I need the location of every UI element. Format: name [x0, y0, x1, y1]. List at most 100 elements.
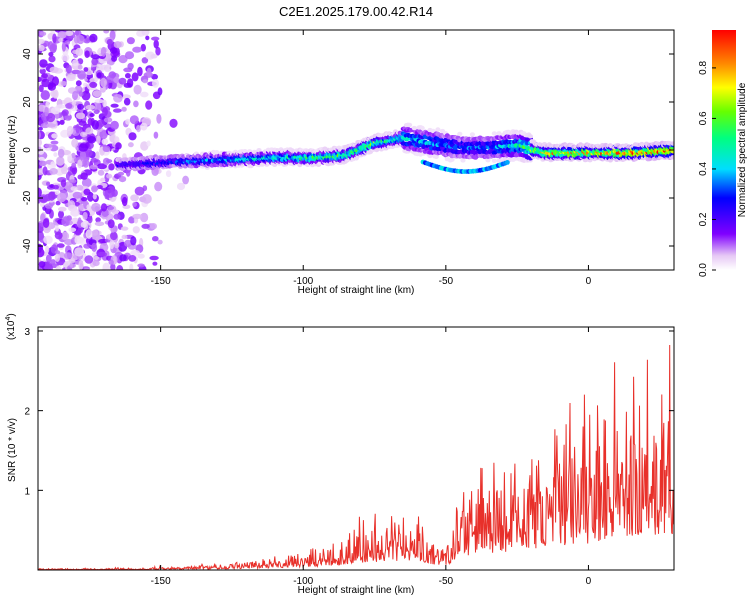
noise-cell: [38, 156, 45, 162]
noise-cell: [38, 194, 49, 204]
noise-cell: [81, 178, 92, 188]
noise-cell: [61, 53, 70, 62]
noise-cell: [119, 254, 127, 262]
noise-cell: [61, 216, 70, 227]
noise-cell: [137, 253, 145, 259]
noise-cell: [71, 162, 77, 168]
noise-cell: [83, 267, 90, 270]
noise-cell: [39, 31, 47, 36]
noise-cell: [132, 202, 138, 207]
spectrogram-panel: -150 -100 -50 0 -40 -20 0 20 40 Height of strai…: [7, 29, 675, 296]
noise-cell: [118, 77, 127, 85]
noise-cell: [100, 46, 107, 57]
noise-cell: [71, 100, 77, 106]
noise-cell: [69, 263, 76, 268]
noise-cell: [110, 231, 118, 241]
noise-cell: [49, 66, 59, 74]
noise-cell: [43, 261, 53, 270]
noise-cell: [133, 84, 142, 95]
snr-x-ticks: -150 -100 -50 0: [151, 327, 592, 587]
ridge-cell: [457, 131, 463, 137]
noise-cell: [38, 113, 42, 119]
noise-cell: [38, 166, 44, 176]
ridge-cell: [491, 158, 497, 163]
spectrogram-y-label: Frequency (Hz): [7, 116, 18, 185]
noise-cell: [68, 191, 74, 199]
noise-cell: [58, 210, 64, 219]
noise-cell: [72, 59, 79, 67]
noise-cell: [66, 74, 76, 82]
noise-cell: [101, 138, 109, 145]
ridge-cell: [411, 125, 417, 131]
noise-cell: [76, 86, 82, 91]
snr-panel: -150 -100 -50 0 1 2 3 Height of straight line…: [5, 313, 675, 596]
noise-cell: [99, 129, 108, 140]
noise-cell: [58, 37, 64, 43]
noise-cell: [129, 115, 139, 125]
noise-cell: [87, 216, 93, 224]
scale-exponent: 4: [5, 317, 12, 321]
noise-cell: [71, 138, 79, 148]
y-tick-label: 3: [24, 327, 30, 338]
noise-cell: [113, 77, 120, 84]
noise-cell: [106, 74, 115, 83]
noise-cell: [157, 87, 163, 96]
noise-cell: [38, 130, 41, 140]
ridge-branch-cell: [505, 160, 510, 165]
noise-cell: [45, 101, 50, 108]
noise-cell: [95, 151, 100, 160]
noise-cell: [46, 123, 56, 128]
snr-y-label: SNR (10 * v/v): [7, 418, 18, 482]
noise-cell: [44, 203, 54, 209]
noise-cell: [55, 156, 65, 166]
noise-cell: [118, 176, 127, 183]
noise-cell: [97, 251, 107, 257]
noise-cell: [72, 90, 78, 101]
noise-cell: [109, 133, 116, 143]
scale-prefix: (x10: [6, 320, 17, 340]
noise-cell: [75, 123, 80, 134]
noise-cell: [83, 82, 88, 88]
y-tick-label: 40: [22, 48, 33, 60]
noise-cell: [60, 179, 67, 188]
noise-cell: [128, 255, 137, 262]
ridge-cell: [527, 134, 534, 139]
noise-cell: [103, 117, 113, 123]
noise-cell: [126, 37, 135, 45]
noise-cell: [182, 175, 190, 185]
noise-cell: [140, 122, 148, 131]
noise-cell: [121, 196, 128, 207]
noise-cell: [155, 46, 161, 56]
noise-cell: [48, 55, 56, 63]
colorbar-tick-label: 0.4: [698, 162, 709, 176]
noise-cell: [70, 208, 80, 217]
noise-cell: [100, 64, 109, 70]
noise-cell: [77, 58, 84, 65]
noise-cell: [90, 157, 99, 163]
figure-title: C2E1.2025.179.00.42.R14: [279, 4, 433, 19]
noise-cell: [140, 212, 149, 223]
noise-cell: [107, 219, 115, 229]
colorbar-tick-label: 0.2: [698, 212, 709, 226]
noise-cell: [152, 261, 158, 266]
noise-cell: [113, 213, 121, 220]
noise-cell: [113, 108, 122, 113]
x-tick-label: -150: [151, 576, 171, 587]
noise-cell: [52, 89, 59, 99]
noise-cell: [156, 113, 162, 124]
noise-cell: [102, 265, 111, 270]
noise-cell: [121, 106, 127, 112]
noise-cell: [94, 99, 104, 104]
noise-cell: [41, 78, 50, 88]
noise-cell: [149, 223, 157, 230]
noise-cell: [72, 191, 83, 199]
noise-cell: [116, 265, 124, 270]
noise-cell: [103, 30, 110, 34]
noise-cell: [43, 235, 53, 245]
noise-cell: [125, 118, 130, 125]
noise-cell: [38, 126, 43, 131]
noise-cell: [46, 181, 50, 186]
noise-cell: [124, 51, 135, 60]
noise-cell: [38, 84, 44, 93]
noise-cell: [100, 177, 106, 182]
